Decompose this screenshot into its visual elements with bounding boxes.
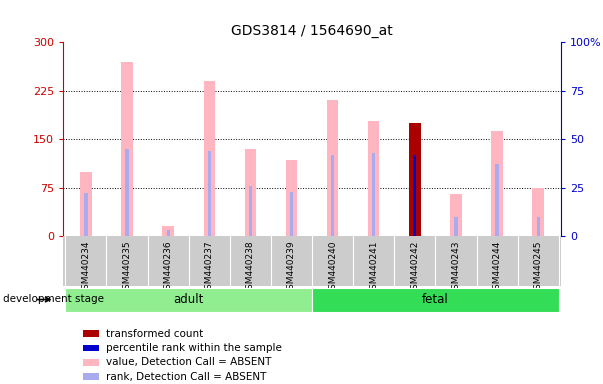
Text: GSM440238: GSM440238 (246, 240, 255, 295)
Bar (80, 172, 92, 236)
Text: percentile rank within the sample: percentile rank within the sample (106, 343, 282, 353)
Bar (327, 101, 338, 236)
Bar (166, 230, 170, 236)
Bar (450, 194, 462, 236)
Bar (491, 131, 503, 236)
Text: GSM440236: GSM440236 (163, 240, 172, 295)
Bar (203, 81, 215, 236)
Bar (409, 123, 420, 236)
Text: fetal: fetal (422, 293, 449, 306)
Bar (83, 359, 99, 366)
Bar (207, 151, 211, 236)
Text: development stage: development stage (3, 294, 104, 304)
Bar (496, 164, 499, 236)
Bar (532, 188, 544, 236)
Bar (290, 192, 293, 236)
Bar (331, 155, 334, 236)
Bar (248, 186, 252, 236)
Bar (125, 149, 128, 236)
Text: adult: adult (174, 293, 204, 306)
Bar (372, 153, 375, 236)
Text: GSM440241: GSM440241 (369, 240, 378, 295)
Bar (537, 217, 540, 236)
Bar (65, 288, 312, 312)
Bar (121, 62, 133, 236)
Bar (83, 373, 99, 380)
Bar (454, 217, 458, 236)
Text: GSM440239: GSM440239 (287, 240, 296, 295)
Text: GSM440237: GSM440237 (205, 240, 214, 295)
Bar (83, 345, 99, 351)
Text: GSM440245: GSM440245 (534, 240, 543, 295)
Bar (162, 227, 174, 236)
Text: GSM440242: GSM440242 (410, 240, 419, 295)
Text: GSM440240: GSM440240 (328, 240, 337, 295)
Bar (312, 288, 559, 312)
Title: GDS3814 / 1564690_at: GDS3814 / 1564690_at (231, 25, 393, 38)
Text: transformed count: transformed count (106, 329, 203, 339)
Bar (368, 121, 379, 236)
Bar (413, 155, 417, 236)
Text: GSM440234: GSM440234 (81, 240, 90, 295)
Bar (286, 160, 297, 236)
Bar (84, 194, 87, 236)
Text: value, Detection Call = ABSENT: value, Detection Call = ABSENT (106, 357, 271, 367)
Text: GSM440243: GSM440243 (452, 240, 461, 295)
Text: GSM440244: GSM440244 (493, 240, 502, 295)
Text: rank, Detection Call = ABSENT: rank, Detection Call = ABSENT (106, 372, 267, 382)
Text: GSM440235: GSM440235 (122, 240, 131, 295)
Bar (83, 330, 99, 337)
Bar (245, 149, 256, 236)
